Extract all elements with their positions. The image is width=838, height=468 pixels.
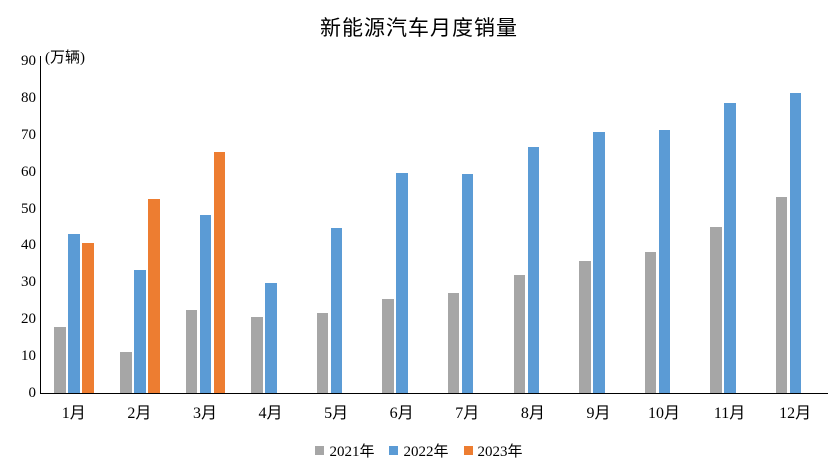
bar-2022年-3月: [199, 214, 212, 393]
chart-legend: 2021年 2022年 2023年: [0, 440, 838, 461]
legend-swatch-icon: [315, 446, 325, 455]
y-axis-unit-label: (万辆): [45, 50, 85, 66]
y-tick-30: 30: [21, 274, 36, 291]
x-label-10月: 10月: [647, 405, 680, 422]
bar-2022年-7月: [461, 174, 474, 393]
y-tick-60: 60: [21, 163, 36, 180]
legend-item-2023年: 2023年: [463, 440, 523, 461]
x-label-11月: 11月: [713, 405, 746, 422]
bar-2022年-6月: [396, 173, 408, 393]
bar-2022年-11月: [724, 103, 736, 393]
legend-swatch-icon: [389, 446, 399, 455]
y-axis-tick-labels: 0 10 20 30 40 50 60 70 80 90: [0, 0, 36, 468]
bar-2022年-5月: [330, 228, 343, 393]
bar-2021年-5月: [316, 313, 329, 393]
y-axis-line: [40, 56, 42, 393]
bar-2023年-2月: [148, 199, 160, 393]
x-label-5月: 5月: [324, 405, 349, 422]
x-label-3月: 3月: [192, 405, 217, 422]
bar-2021年-7月: [447, 293, 460, 393]
x-label-7月: 7月: [455, 405, 480, 422]
y-tick-40: 40: [21, 237, 36, 254]
bar-2021年-8月: [513, 274, 525, 393]
x-label-2月: 2月: [127, 405, 152, 422]
bar-2022年-12月: [789, 92, 802, 393]
bar-2022年-8月: [527, 147, 539, 393]
bar-2022年-4月: [265, 282, 277, 393]
bar-2022年-9月: [593, 131, 605, 393]
x-label-1月: 1月: [61, 405, 86, 422]
x-label-12月: 12月: [779, 405, 812, 422]
bar-2023年-1月: [82, 242, 94, 393]
y-tick-20: 20: [21, 311, 36, 328]
bar-2023年-3月: [213, 152, 226, 393]
chart-title: 新能源汽车月度销量: [320, 16, 518, 40]
bar-2022年-1月: [68, 234, 80, 393]
x-label-8月: 8月: [520, 405, 545, 422]
y-tick-10: 10: [21, 348, 36, 365]
x-label-6月: 6月: [389, 405, 414, 422]
x-label-4月: 4月: [258, 405, 283, 422]
legend-label: 2021年: [329, 444, 375, 460]
legend-item-2022年: 2022年: [389, 440, 449, 461]
legend-swatch-icon: [463, 446, 473, 455]
y-tick-80: 80: [21, 89, 36, 106]
bar-2021年-9月: [579, 261, 591, 393]
y-tick-70: 70: [21, 126, 36, 143]
bar-2021年-12月: [775, 197, 788, 393]
x-label-9月: 9月: [586, 405, 611, 422]
bar-2021年-1月: [54, 327, 66, 393]
legend-item-2021年: 2021年: [315, 440, 374, 461]
bar-2021年-2月: [120, 352, 132, 393]
x-axis-line: [40, 393, 828, 395]
bar-2021年-6月: [382, 298, 394, 393]
y-tick-50: 50: [21, 200, 36, 217]
bar-2021年-4月: [251, 317, 263, 393]
bar-2021年-11月: [710, 227, 722, 393]
y-tick-90: 90: [21, 53, 36, 69]
legend-label: 2022年: [403, 444, 449, 460]
bar-2021年-10月: [644, 251, 657, 393]
bar-2022年-10月: [658, 129, 671, 393]
legend-label: 2023年: [477, 444, 523, 460]
bar-2022年-2月: [134, 269, 146, 393]
bar-2021年-3月: [185, 309, 198, 393]
y-tick-0: 0: [28, 385, 37, 401]
